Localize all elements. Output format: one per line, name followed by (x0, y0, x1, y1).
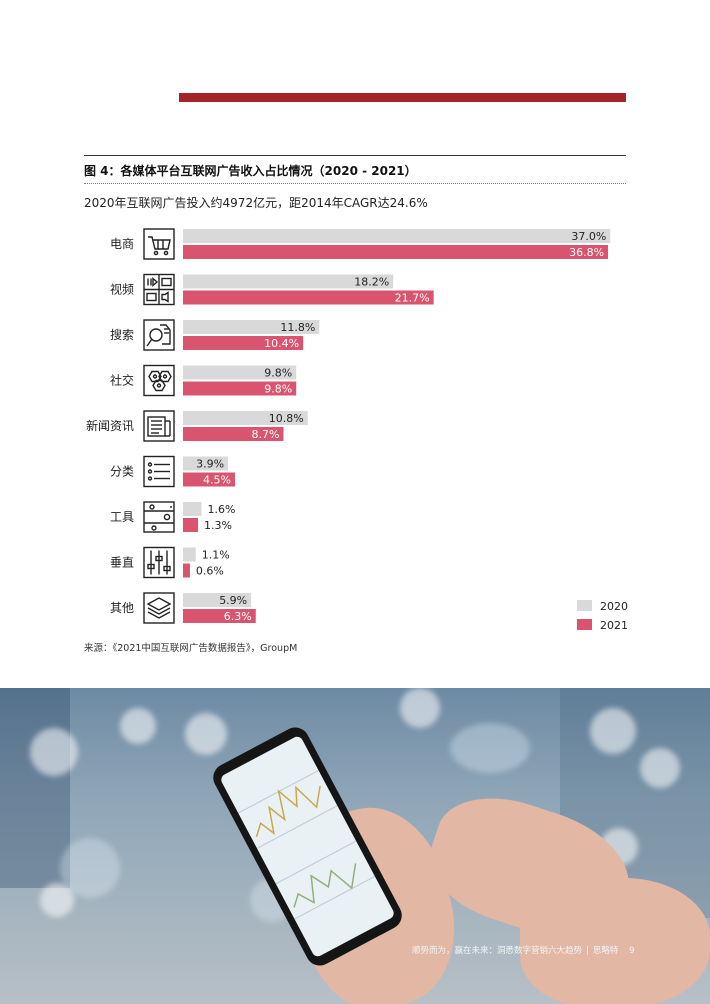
dotted-divider (84, 183, 626, 184)
category-label: 其他 (110, 601, 134, 615)
data-label-2021: 36.8% (569, 246, 604, 259)
bar-2020 (183, 502, 202, 516)
title-rule (84, 155, 626, 156)
page-number: 9 (629, 946, 635, 956)
accent-bar (179, 93, 626, 102)
bar-2020 (183, 547, 196, 562)
bar-2020 (183, 320, 320, 334)
legend-label-2020: 2020 (600, 600, 628, 613)
data-label-2020: 37.0% (571, 230, 606, 243)
sliders-icon (143, 546, 175, 579)
bar-2021 (183, 427, 284, 441)
media-icon (143, 273, 175, 306)
smartphone (208, 722, 407, 971)
footer-brand: 思略特 (592, 946, 619, 956)
bar-2020 (183, 274, 394, 289)
category-label: 搜索 (110, 327, 134, 342)
legend-swatch-2020 (577, 600, 592, 611)
bar-2020 (183, 229, 611, 243)
bar-2021 (183, 381, 297, 396)
data-label-2020: 3.9% (196, 458, 224, 471)
page-footer: 顺势而为，赢在未来：洞悉数字营销六大趋势 | 思略特 9 (412, 944, 635, 956)
bar-chart: 电商 37.0% 36.8% 视频 18.2% 21.7% 搜索 11.8% 10.4% 社交 9.… (86, 228, 628, 632)
chart-subtitle: 2020年互联网广告投入约4972亿元，距2014年CAGR达24.6% (84, 196, 428, 210)
category-label: 新闻资讯 (86, 418, 134, 433)
social-network-icon (143, 364, 175, 397)
bar-2021 (183, 245, 609, 259)
tools-icon (143, 501, 175, 533)
data-label-2020: 1.6% (207, 503, 235, 516)
data-label-2021: 10.4% (264, 337, 299, 350)
data-label-2020: 5.9% (219, 594, 247, 607)
source-note: 来源：《2021中国互联网广告数据报告》，GroupM (84, 643, 298, 654)
search-hand-icon (143, 319, 175, 351)
figure-title: 图 4：各媒体平台互联网广告收入占比情况（2020 - 2021） (84, 164, 417, 178)
bar-2021 (183, 472, 235, 487)
footer-separator: | (586, 946, 589, 956)
data-label-2021: 9.8% (264, 383, 292, 396)
bar-2021 (183, 563, 190, 578)
bar-2021 (183, 336, 304, 350)
phone-screen (219, 734, 396, 959)
bar-2021 (183, 609, 256, 623)
category-label: 分类 (110, 465, 134, 479)
data-label-2020: 1.1% (202, 549, 230, 562)
data-label-2020: 9.8% (264, 367, 292, 380)
bar-2020 (183, 411, 308, 425)
newspaper-icon (143, 410, 175, 442)
bar-2020 (183, 456, 229, 471)
data-label-2020: 11.8% (280, 321, 315, 334)
bar-2020 (183, 593, 252, 607)
category-label: 垂直 (110, 556, 134, 570)
legend-swatch-2021 (577, 619, 592, 630)
legend-label-2021: 2021 (600, 619, 628, 632)
shopping-cart-icon (143, 228, 175, 260)
category-label: 工具 (110, 510, 134, 524)
bar-2020 (183, 365, 297, 380)
footer-text: 顺势而为，赢在未来：洞悉数字营销六大趋势 (412, 946, 583, 956)
data-label-2021: 1.3% (204, 519, 232, 532)
bar-2021 (183, 518, 199, 532)
data-label-2020: 10.8% (269, 412, 304, 425)
category-label: 视频 (110, 282, 134, 297)
category-label: 社交 (110, 373, 134, 388)
bar-2021 (183, 290, 434, 305)
list-icon (143, 455, 175, 488)
data-label-2021: 4.5% (203, 474, 231, 487)
data-label-2021: 8.7% (252, 428, 280, 441)
data-label-2021: 21.7% (395, 292, 430, 305)
data-label-2020: 18.2% (354, 276, 389, 289)
category-label: 电商 (110, 236, 134, 251)
layers-icon (143, 592, 175, 624)
data-label-2021: 0.6% (196, 565, 224, 578)
data-label-2021: 6.3% (224, 610, 252, 623)
